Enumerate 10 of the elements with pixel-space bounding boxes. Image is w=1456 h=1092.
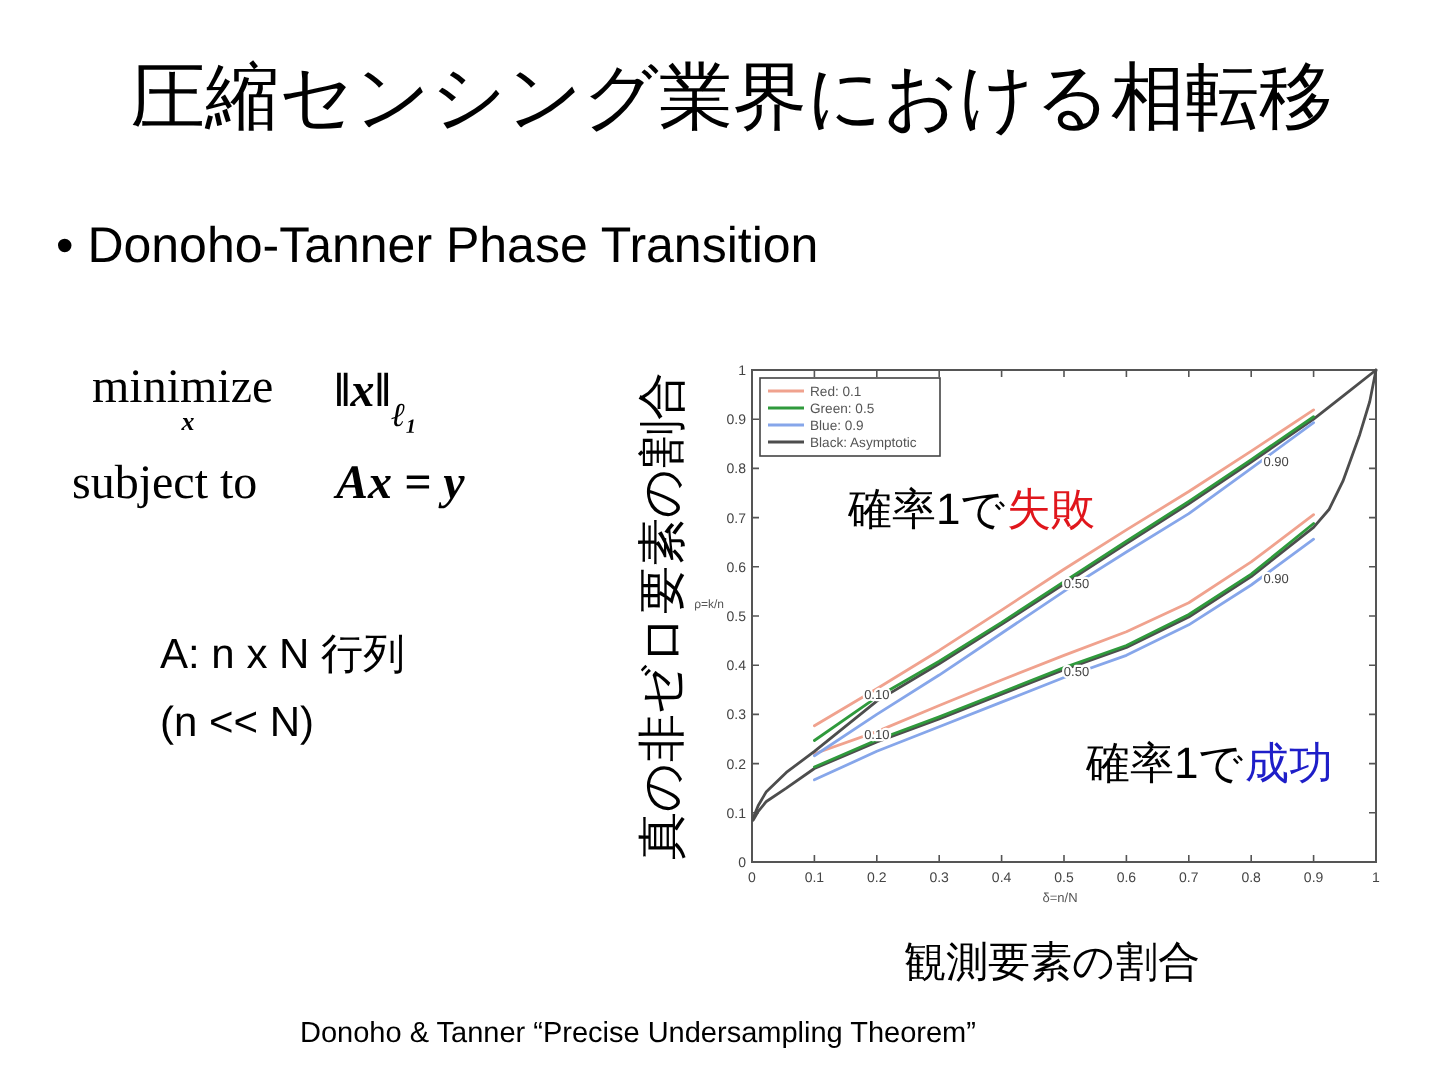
y-axis-title: 真の非ゼロ要素の割合 xyxy=(636,372,690,860)
text: (n << N) xyxy=(160,700,315,746)
text: Ax = y xyxy=(332,458,466,510)
chart-subtitle: • Donoho-Tanner Phase Transition xyxy=(56,218,819,274)
text: Donoho & Tanner “Precise Undersampling Theorem” xyxy=(300,1018,977,1050)
text: A: n x N 行列 xyxy=(160,632,406,678)
text: ‖x‖$_{ℓ₁}$ xyxy=(334,366,418,433)
text: subject to xyxy=(72,458,258,510)
x-axis-title: 観測要素の割合 xyxy=(904,940,1200,986)
chart-title: 圧縮センシング業界における相転移 xyxy=(131,56,1333,138)
